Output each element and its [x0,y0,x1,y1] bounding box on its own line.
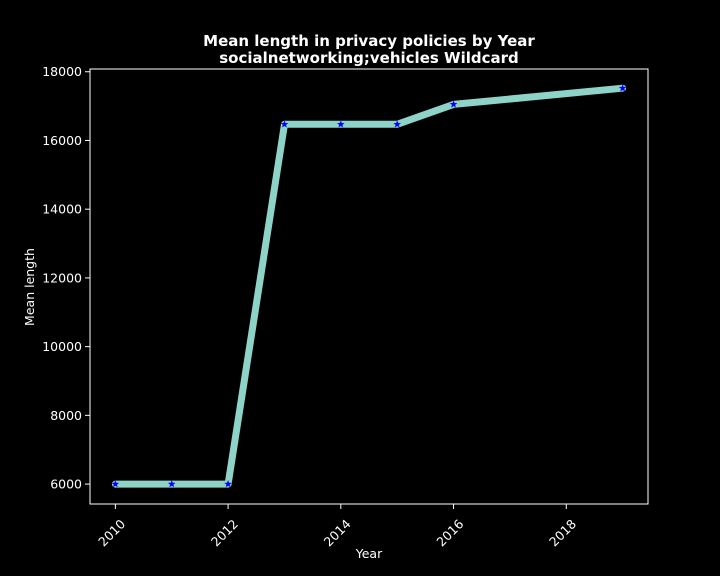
y-axis-ticks: 6000 8000 10000 12000 14000 16000 18000 [42,64,90,492]
y-axis-label: Mean length [22,248,37,326]
x-tick-label: 2014 [321,516,354,549]
x-axis-ticks: 2010 2012 2014 2016 2018 [95,504,579,549]
y-tick-label: 6000 [50,477,82,492]
y-tick-label: 10000 [42,339,82,354]
x-tick-label: 2018 [546,516,579,549]
x-tick-label: 2012 [208,516,241,549]
y-tick-label: 18000 [42,64,82,79]
chart-subtitle: socialnetworking;vehicles Wildcard [219,49,519,67]
x-tick-label: 2016 [433,516,466,549]
plot-area [89,68,649,505]
data-point-marker [618,84,627,92]
y-tick-label: 16000 [42,133,82,148]
chart-title: Mean length in privacy policies by Year [203,32,535,50]
series-markers [111,84,627,488]
data-point-marker [224,480,232,488]
series-line [111,84,627,488]
data-point-marker [337,120,345,128]
y-tick-label: 14000 [42,202,82,217]
x-tick-label: 2010 [95,516,128,549]
data-point-marker [280,120,289,128]
y-tick-label: 12000 [42,270,82,285]
data-point-marker [167,480,176,488]
x-axis-label: Year [355,546,383,561]
data-point-marker [111,480,120,488]
data-point-marker [449,100,458,108]
data-point-marker [393,120,401,128]
y-tick-label: 8000 [50,408,82,423]
